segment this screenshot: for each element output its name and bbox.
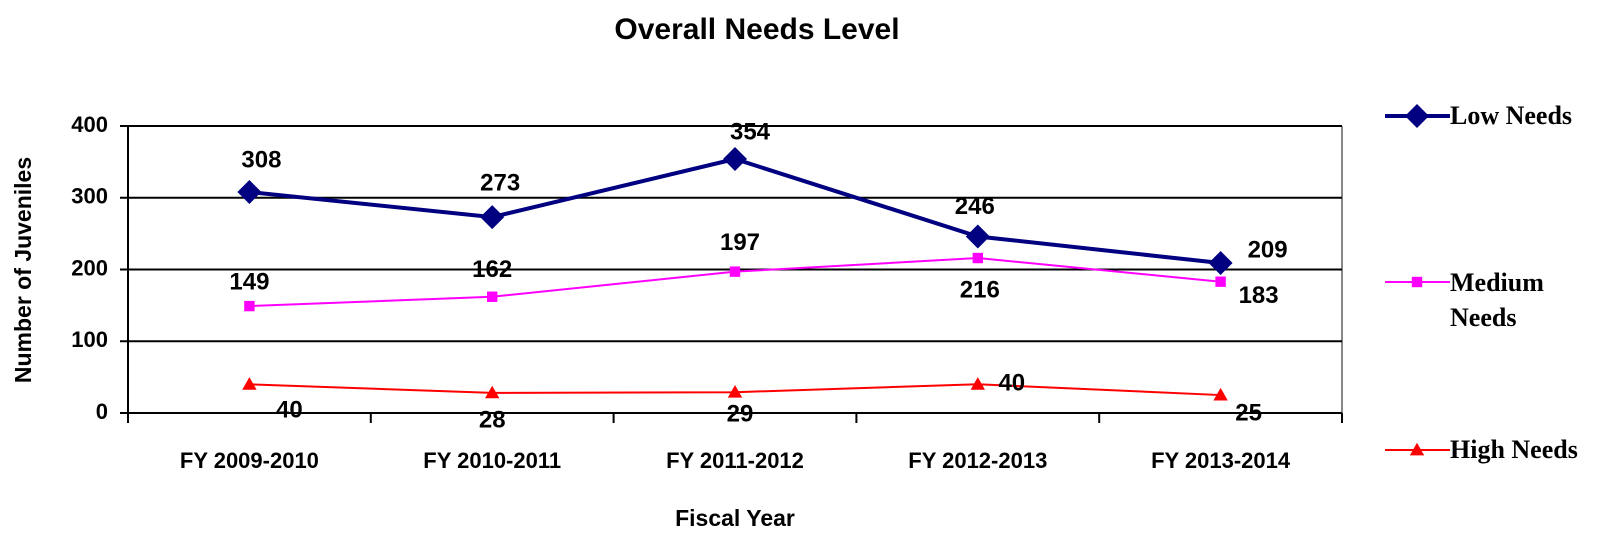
x-tick-label: FY 2009-2010 xyxy=(180,448,319,473)
data-label: 197 xyxy=(720,229,760,256)
x-tick-label: FY 2013-2014 xyxy=(1151,448,1291,473)
marker xyxy=(237,180,262,205)
data-label: 354 xyxy=(730,118,771,145)
marker xyxy=(244,300,255,312)
data-label: 216 xyxy=(960,276,1000,303)
marker xyxy=(1213,387,1228,401)
x-tick-label: FY 2010-2011 xyxy=(423,448,561,473)
marker xyxy=(485,385,500,399)
chart-title: Overall Needs Level xyxy=(614,13,899,46)
x-tick-label: FY 2012-2013 xyxy=(908,448,1047,473)
data-label: 25 xyxy=(1235,399,1262,426)
data-label: 29 xyxy=(727,401,754,428)
x-tick-label: FY 2011-2012 xyxy=(666,448,804,473)
data-label: 28 xyxy=(479,406,506,433)
data-label: 162 xyxy=(472,256,512,283)
marker xyxy=(1411,276,1423,288)
marker xyxy=(972,252,983,264)
marker xyxy=(727,384,743,398)
y-tick-label: 400 xyxy=(71,112,108,137)
marker xyxy=(1215,276,1226,287)
marker xyxy=(723,147,747,172)
marker xyxy=(729,266,741,277)
data-label: 308 xyxy=(241,146,281,173)
series-line xyxy=(249,257,1221,308)
marker xyxy=(480,205,505,230)
marker xyxy=(1409,442,1425,456)
marker xyxy=(242,377,257,390)
data-label: 149 xyxy=(229,268,269,295)
y-tick-label: 200 xyxy=(71,255,108,280)
y-tick-label: 0 xyxy=(96,399,108,424)
legend-label: Low Needs xyxy=(1450,101,1573,130)
marker xyxy=(970,377,985,390)
data-label: 40 xyxy=(998,370,1025,397)
data-label: 273 xyxy=(480,169,520,196)
legend-label: High Needs xyxy=(1450,435,1578,464)
legend-label: Medium Needs xyxy=(1450,268,1544,332)
marker xyxy=(487,291,498,302)
marker xyxy=(1405,104,1429,128)
data-label: 183 xyxy=(1239,282,1279,309)
marker xyxy=(965,224,990,249)
marker xyxy=(1208,251,1233,276)
x-axis-label: Fiscal Year xyxy=(675,505,795,531)
data-label: 40 xyxy=(276,397,303,424)
y-tick-label: 300 xyxy=(71,184,108,209)
data-label: 246 xyxy=(955,193,995,220)
y-tick-label: 100 xyxy=(71,327,108,352)
data-label: 209 xyxy=(1248,236,1288,263)
y-axis-label: Number of Juveniles xyxy=(10,157,36,383)
